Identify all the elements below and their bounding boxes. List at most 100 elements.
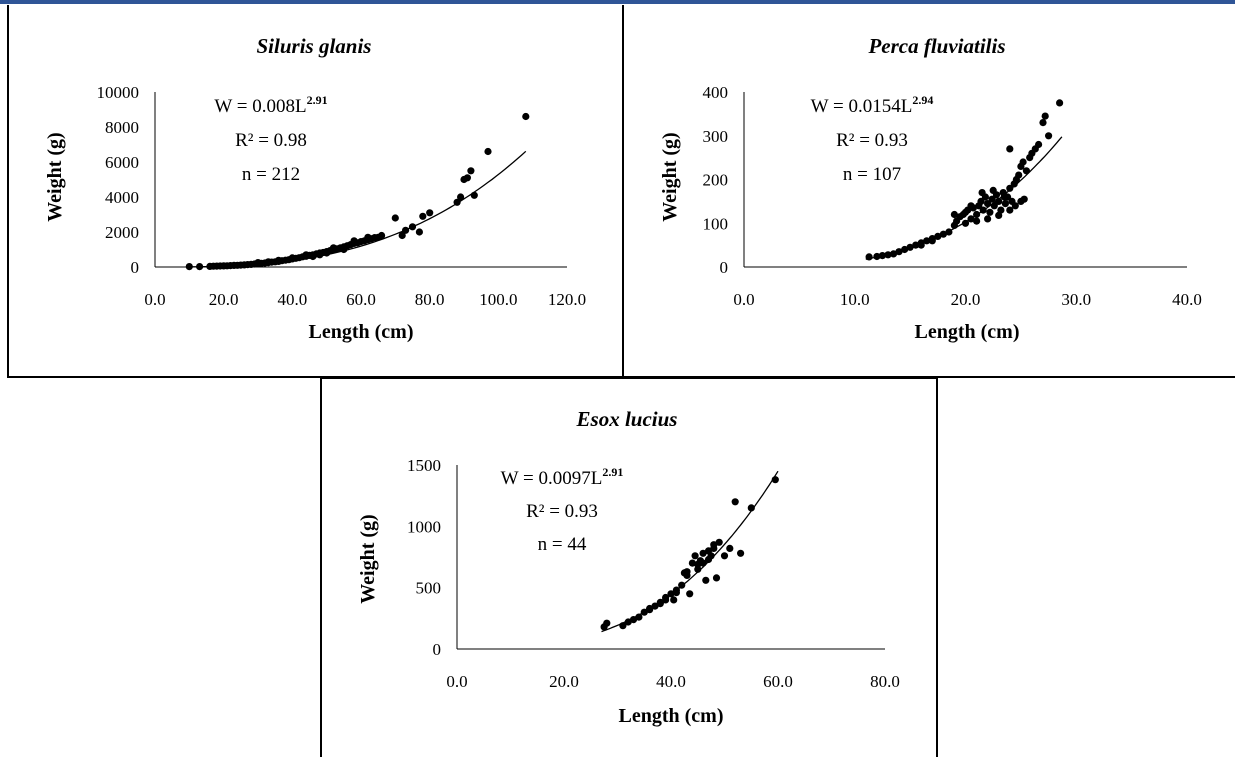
x-tick-label: 0.0 bbox=[733, 290, 754, 309]
data-point bbox=[973, 217, 981, 225]
equation-label: W = 0.0097L2.91 bbox=[501, 465, 624, 489]
data-point bbox=[419, 212, 427, 220]
data-point bbox=[683, 568, 691, 576]
x-tick-label: 40.0 bbox=[656, 672, 686, 691]
data-point bbox=[378, 231, 386, 240]
x-tick-label: 80.0 bbox=[870, 672, 900, 691]
data-point bbox=[484, 147, 492, 156]
x-axis-label: Length (cm) bbox=[309, 321, 414, 343]
data-point bbox=[710, 544, 718, 552]
y-tick-label: 8000 bbox=[105, 118, 139, 137]
data-point bbox=[691, 552, 699, 560]
data-point bbox=[704, 555, 713, 564]
y-tick-label: 0 bbox=[720, 258, 729, 277]
data-point bbox=[603, 619, 611, 627]
data-point bbox=[670, 596, 678, 604]
chart-panel-siluris-glanis: Siluris glanis 0.0 20.0 40.0 60.0 80.0 100.0 12… bbox=[7, 5, 624, 378]
y-tick-label: 500 bbox=[416, 579, 442, 598]
y-tick-label: 4000 bbox=[105, 188, 139, 207]
data-point bbox=[415, 228, 423, 236]
data-point bbox=[737, 549, 745, 557]
trendline bbox=[865, 136, 1063, 260]
data-point bbox=[656, 600, 664, 608]
r-squared-label: R² = 0.93 bbox=[526, 501, 598, 522]
r-squared-label: R² = 0.98 bbox=[235, 130, 307, 151]
equation-label: W = 0.0154L2.94 bbox=[811, 93, 934, 117]
equation-base: W = 0.0097L bbox=[501, 468, 603, 489]
chart-title: Perca fluviatilis bbox=[867, 34, 1005, 58]
data-point bbox=[702, 576, 710, 584]
data-point bbox=[688, 559, 696, 567]
data-point bbox=[1039, 119, 1047, 127]
data-point bbox=[467, 167, 475, 175]
data-point bbox=[747, 504, 755, 512]
y-tick-label: 6000 bbox=[105, 153, 139, 172]
y-tick-label: 2000 bbox=[105, 223, 139, 242]
y-tick-label: 100 bbox=[703, 214, 729, 233]
x-axis-label: Length (cm) bbox=[619, 705, 724, 727]
data-point bbox=[329, 244, 338, 252]
data-point bbox=[1056, 99, 1064, 107]
data-point bbox=[1035, 140, 1043, 149]
data-point bbox=[712, 574, 721, 582]
sample-size-label: n = 44 bbox=[538, 534, 587, 555]
data-point bbox=[1041, 112, 1049, 120]
data-point bbox=[989, 186, 997, 194]
chart-svg-siluris-glanis: Siluris glanis 0.0 20.0 40.0 60.0 80.0 100.0 12… bbox=[44, 34, 586, 343]
x-tick-label: 80.0 bbox=[415, 290, 445, 309]
data-point bbox=[1045, 132, 1053, 140]
sample-size-label: n = 107 bbox=[843, 164, 901, 185]
equation-exponent: 2.94 bbox=[912, 93, 933, 107]
data-point bbox=[302, 251, 310, 259]
sample-size-label: n = 212 bbox=[242, 164, 300, 185]
data-point bbox=[928, 237, 936, 245]
x-tick-label: 60.0 bbox=[763, 672, 793, 691]
chart-svg-perca-fluviatilis: Perca fluviatilis 0.0 10.0 20.0 30.0 40.0 0 100… bbox=[659, 34, 1202, 343]
top-border-line bbox=[0, 0, 1235, 4]
data-point bbox=[316, 251, 324, 259]
data-point bbox=[629, 616, 638, 624]
y-tick-label: 200 bbox=[703, 171, 729, 190]
data-point bbox=[1006, 145, 1014, 153]
data-point bbox=[1019, 158, 1027, 166]
data-point bbox=[426, 209, 434, 217]
data-point bbox=[950, 210, 958, 219]
data-point bbox=[1006, 206, 1014, 214]
equation-label: W = 0.008L2.91 bbox=[214, 93, 327, 117]
data-point bbox=[364, 233, 372, 241]
y-axis-label: Weight (g) bbox=[44, 132, 66, 221]
data-point bbox=[398, 231, 406, 240]
y-axis-label: Weight (g) bbox=[357, 514, 379, 603]
y-tick-label: 1000 bbox=[407, 517, 441, 536]
x-tick-label: 10.0 bbox=[840, 290, 870, 309]
data-point bbox=[731, 498, 739, 506]
data-point bbox=[1015, 171, 1023, 179]
data-point bbox=[995, 197, 1003, 205]
data-point bbox=[726, 544, 734, 552]
x-tick-label: 20.0 bbox=[209, 290, 239, 309]
data-point bbox=[686, 590, 694, 598]
data-point bbox=[995, 211, 1003, 219]
x-tick-label: 0.0 bbox=[144, 290, 165, 309]
y-tick-label: 0 bbox=[433, 640, 442, 659]
r-squared-label: R² = 0.93 bbox=[836, 130, 908, 151]
data-point bbox=[463, 174, 471, 182]
chart-panel-esox-lucius: Esox lucius 0.0 20.0 40.0 60.0 80.0 0 500 1000 15… bbox=[320, 377, 938, 757]
data-point bbox=[1006, 184, 1014, 192]
x-tick-label: 30.0 bbox=[1061, 290, 1091, 309]
data-point bbox=[720, 552, 729, 560]
data-point bbox=[1011, 202, 1019, 210]
data-point bbox=[715, 538, 723, 546]
x-tick-label: 60.0 bbox=[346, 290, 376, 309]
x-axis-label: Length (cm) bbox=[915, 321, 1020, 343]
x-tick-label: 40.0 bbox=[1172, 290, 1202, 309]
data-point bbox=[254, 259, 262, 267]
data-point bbox=[457, 193, 465, 201]
trendline bbox=[601, 470, 779, 633]
x-tick-label: 40.0 bbox=[277, 290, 307, 309]
chart-panel-perca-fluviatilis: Perca fluviatilis 0.0 10.0 20.0 30.0 40.0 0 100… bbox=[622, 5, 1235, 378]
data-point bbox=[984, 215, 992, 223]
equation-base: W = 0.008L bbox=[214, 96, 306, 117]
y-tick-label: 300 bbox=[703, 127, 729, 146]
chart-title: Esox lucius bbox=[576, 407, 678, 431]
